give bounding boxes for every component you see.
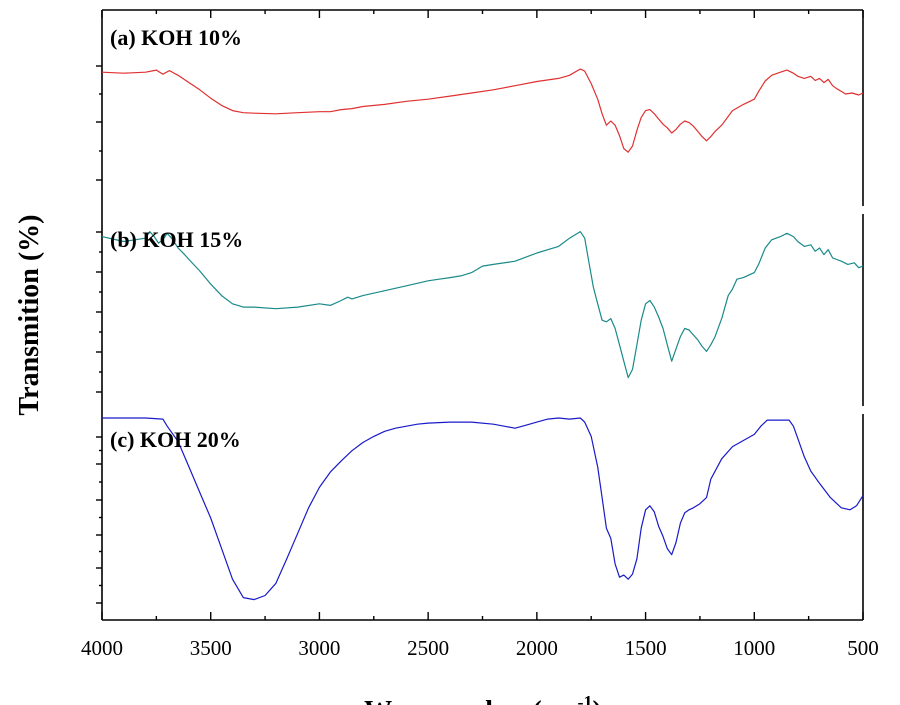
- x-axis-title-sup: -1: [578, 692, 593, 705]
- x-axis-title-end: ): [593, 696, 602, 705]
- x-tick-label: 2000: [516, 636, 558, 660]
- x-tick-label: 4000: [81, 636, 123, 660]
- x-tick-label: 1500: [625, 636, 667, 660]
- panel-label-1: (a) KOH 10%: [110, 25, 242, 50]
- x-tick-label: 1000: [733, 636, 775, 660]
- x-tick-label: 3000: [298, 636, 340, 660]
- axes: 4000 3500 3000 2500 2000 1500 1000 500: [81, 9, 879, 660]
- series-line-2: [101, 231, 864, 379]
- x-axis-title: Wavenumber (cm-1): [364, 692, 602, 705]
- panel-label-3: (c) KOH 20%: [110, 427, 241, 452]
- series-line-3: [102, 417, 864, 601]
- series-layer: [101, 68, 864, 601]
- panel-label-2: (b) KOH 15%: [110, 227, 243, 252]
- x-tick-label: 3500: [190, 636, 232, 660]
- labels-layer: (a) KOH 10% (b) KOH 15% (c) KOH 20% Transmi…: [14, 25, 602, 705]
- y-axis-title: Transmition (%): [14, 215, 45, 416]
- series-line-1: [101, 68, 864, 153]
- x-axis-title-main: Wavenumber (cm: [364, 696, 577, 705]
- x-tick-label: 500: [847, 636, 879, 660]
- x-tick-label: 2500: [407, 636, 449, 660]
